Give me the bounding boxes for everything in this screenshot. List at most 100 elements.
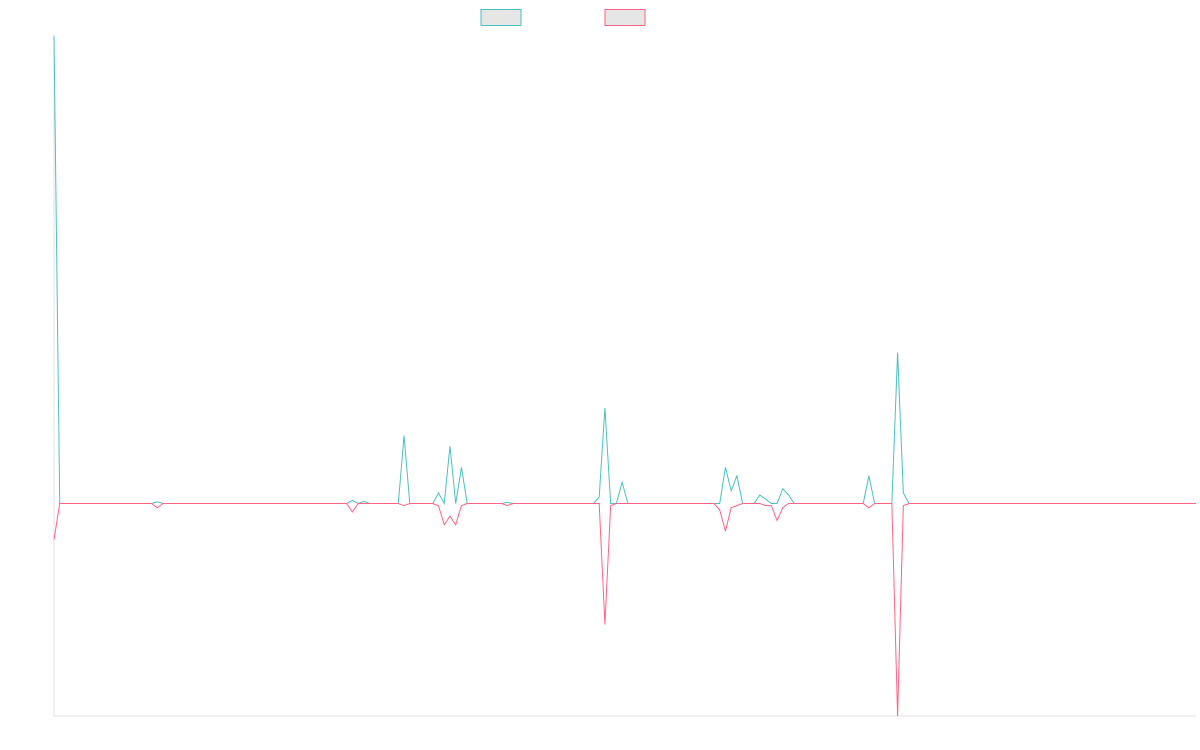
data-point[interactable] <box>458 503 464 509</box>
data-point[interactable] <box>677 501 683 507</box>
data-point[interactable] <box>413 501 419 507</box>
data-point[interactable] <box>85 501 91 507</box>
data-point[interactable] <box>1107 501 1113 507</box>
data-point[interactable] <box>539 501 545 507</box>
data-point[interactable] <box>763 503 769 509</box>
data-point[interactable] <box>809 501 815 507</box>
data-point[interactable] <box>527 501 533 507</box>
data-point[interactable] <box>223 501 229 507</box>
data-point[interactable] <box>734 473 740 479</box>
data-point[interactable] <box>786 501 792 507</box>
data-point[interactable] <box>372 501 378 507</box>
data-point[interactable] <box>665 501 671 507</box>
data-point[interactable] <box>717 501 723 507</box>
data-point[interactable] <box>1101 501 1107 507</box>
data-point[interactable] <box>1078 501 1084 507</box>
data-point[interactable] <box>648 501 654 507</box>
data-point[interactable] <box>963 501 969 507</box>
data-point[interactable] <box>189 501 195 507</box>
data-point[interactable] <box>344 501 350 507</box>
data-point[interactable] <box>1164 501 1170 507</box>
data-point[interactable] <box>722 528 728 534</box>
data-point[interactable] <box>1072 501 1078 507</box>
data-point[interactable] <box>883 501 889 507</box>
data-point[interactable] <box>177 501 183 507</box>
data-point[interactable] <box>613 501 619 507</box>
data-point[interactable] <box>194 501 200 507</box>
data-point[interactable] <box>108 501 114 507</box>
data-point[interactable] <box>458 464 464 470</box>
data-point[interactable] <box>332 501 338 507</box>
data-point[interactable] <box>1182 501 1188 507</box>
data-point[interactable] <box>91 501 97 507</box>
data-point[interactable] <box>1032 501 1038 507</box>
data-point[interactable] <box>929 501 935 507</box>
data-point[interactable] <box>740 501 746 507</box>
data-point[interactable] <box>918 501 924 507</box>
data-point[interactable] <box>688 501 694 507</box>
data-point[interactable] <box>826 501 832 507</box>
data-point[interactable] <box>780 505 786 511</box>
data-point[interactable] <box>579 501 585 507</box>
data-point[interactable] <box>602 622 608 628</box>
data-point[interactable] <box>1124 501 1130 507</box>
data-point[interactable] <box>986 501 992 507</box>
data-point[interactable] <box>1004 501 1010 507</box>
data-point[interactable] <box>62 501 68 507</box>
data-point[interactable] <box>430 501 436 507</box>
data-point[interactable] <box>1141 501 1147 507</box>
data-point[interactable] <box>642 501 648 507</box>
data-point[interactable] <box>1050 501 1056 507</box>
data-point[interactable] <box>1159 501 1165 507</box>
data-point[interactable] <box>326 501 332 507</box>
data-point[interactable] <box>889 501 895 507</box>
data-point[interactable] <box>596 501 602 507</box>
data-point[interactable] <box>619 501 625 507</box>
data-point[interactable] <box>699 501 705 507</box>
data-point[interactable] <box>68 501 74 507</box>
data-point[interactable] <box>504 503 510 509</box>
data-point[interactable] <box>992 501 998 507</box>
data-point[interactable] <box>763 496 769 502</box>
data-point[interactable] <box>722 464 728 470</box>
data-point[interactable] <box>585 501 591 507</box>
data-point[interactable] <box>895 350 901 356</box>
data-point[interactable] <box>941 501 947 507</box>
data-point[interactable] <box>258 501 264 507</box>
data-point[interactable] <box>774 518 780 524</box>
data-point[interactable] <box>137 501 143 507</box>
data-point[interactable] <box>745 501 751 507</box>
data-point[interactable] <box>831 501 837 507</box>
data-point[interactable] <box>154 499 160 505</box>
data-point[interactable] <box>1061 501 1067 507</box>
data-point[interactable] <box>958 501 964 507</box>
data-point[interactable] <box>923 501 929 507</box>
data-point[interactable] <box>797 501 803 507</box>
data-point[interactable] <box>338 501 344 507</box>
data-point[interactable] <box>522 501 528 507</box>
data-point[interactable] <box>757 501 763 507</box>
data-point[interactable] <box>975 501 981 507</box>
data-point[interactable] <box>1038 501 1044 507</box>
data-point[interactable] <box>843 501 849 507</box>
data-point[interactable] <box>1021 501 1027 507</box>
data-point[interactable] <box>550 501 556 507</box>
data-point[interactable] <box>912 501 918 507</box>
data-point[interactable] <box>470 501 476 507</box>
data-point[interactable] <box>849 501 855 507</box>
data-point[interactable] <box>728 488 734 494</box>
data-point[interactable] <box>1084 501 1090 507</box>
data-point[interactable] <box>200 501 206 507</box>
data-point[interactable] <box>596 494 602 500</box>
data-point[interactable] <box>734 503 740 509</box>
data-point[interactable] <box>435 503 441 509</box>
data-point[interactable] <box>774 501 780 507</box>
data-point[interactable] <box>717 507 723 513</box>
data-point[interactable] <box>126 501 132 507</box>
data-point[interactable] <box>895 713 901 719</box>
data-point[interactable] <box>573 501 579 507</box>
data-point[interactable] <box>631 501 637 507</box>
data-point[interactable] <box>803 501 809 507</box>
data-point[interactable] <box>1118 501 1124 507</box>
data-point[interactable] <box>510 501 516 507</box>
